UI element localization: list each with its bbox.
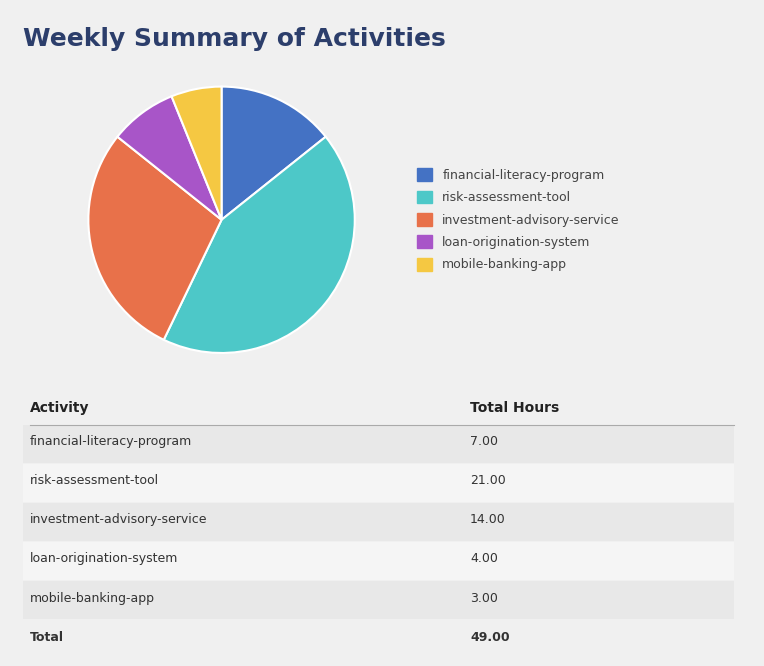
FancyBboxPatch shape: [23, 503, 734, 541]
Wedge shape: [222, 87, 325, 220]
Text: Total Hours: Total Hours: [470, 401, 559, 415]
FancyBboxPatch shape: [23, 425, 734, 463]
Text: investment-advisory-service: investment-advisory-service: [30, 513, 208, 526]
Text: financial-literacy-program: financial-literacy-program: [30, 436, 193, 448]
Wedge shape: [172, 87, 222, 220]
Text: Activity: Activity: [30, 401, 89, 415]
Text: loan-origination-system: loan-origination-system: [30, 553, 178, 565]
Text: 14.00: 14.00: [470, 513, 506, 526]
Wedge shape: [118, 97, 222, 220]
Text: 3.00: 3.00: [470, 591, 498, 605]
Wedge shape: [89, 137, 222, 340]
Text: mobile-banking-app: mobile-banking-app: [30, 591, 155, 605]
Text: Weekly Summary of Activities: Weekly Summary of Activities: [23, 27, 445, 51]
Text: 4.00: 4.00: [470, 553, 498, 565]
Text: 7.00: 7.00: [470, 436, 498, 448]
Wedge shape: [163, 137, 354, 353]
Text: Total: Total: [30, 631, 64, 643]
Text: risk-assessment-tool: risk-assessment-tool: [30, 474, 159, 488]
FancyBboxPatch shape: [23, 464, 734, 501]
Legend: financial-literacy-program, risk-assessment-tool, investment-advisory-service, l: financial-literacy-program, risk-assessm…: [411, 162, 626, 278]
FancyBboxPatch shape: [23, 542, 734, 580]
Text: 21.00: 21.00: [470, 474, 506, 488]
FancyBboxPatch shape: [23, 581, 734, 619]
Text: 49.00: 49.00: [470, 631, 510, 643]
